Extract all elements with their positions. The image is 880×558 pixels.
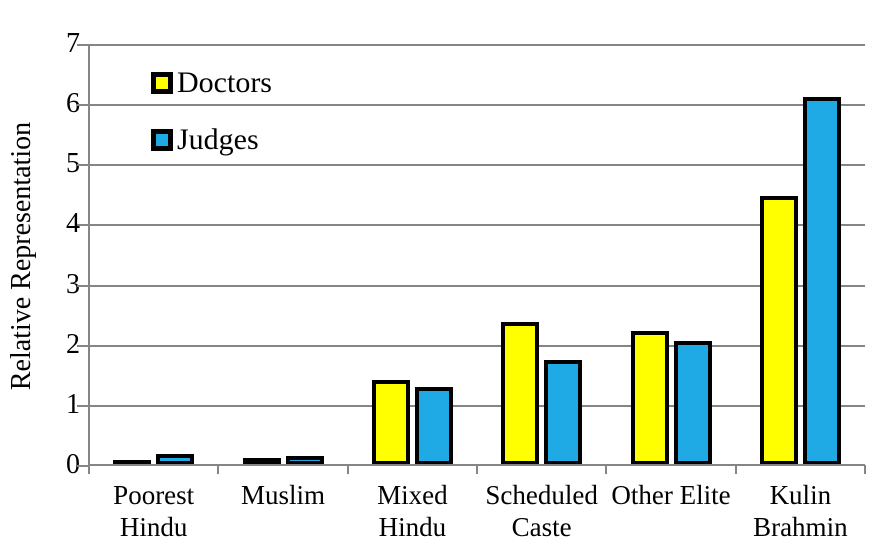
legend-swatch-fill: [156, 77, 168, 89]
y-tick-mark: [77, 465, 88, 467]
y-tick-mark: [77, 284, 88, 287]
bar-fill: [505, 325, 536, 461]
gridline-y7: [89, 44, 865, 46]
bar-fill: [375, 383, 406, 461]
y-tick-mark: [77, 44, 88, 46]
legend-swatch-doctors: [151, 72, 173, 94]
x-tick-mark: [734, 465, 737, 474]
y-tick-label-1: 1: [66, 388, 80, 420]
x-axis-label-kulin-brahmin: Kulin Brahmin: [720, 479, 880, 543]
bar-fill: [548, 363, 579, 461]
bar-fill: [677, 344, 708, 461]
gridline-y6: [89, 104, 865, 107]
legend-item-judges: Judges: [151, 125, 259, 155]
x-axis-label-scheduled-caste: Scheduled Caste: [462, 479, 622, 543]
y-tick-mark: [77, 164, 88, 167]
x-axis-label-line: Hindu: [119, 512, 188, 542]
bar-fill: [806, 100, 837, 461]
bar-fill: [763, 200, 794, 461]
gridline-y1: [89, 404, 865, 407]
y-axis-line: [88, 44, 90, 474]
y-tick-label-4: 4: [66, 208, 80, 240]
bar-judges-kulin-brahmin: [802, 96, 841, 465]
y-tick-mark: [77, 344, 88, 347]
x-axis-label-line: Mixed: [377, 480, 448, 510]
gridline-y3: [89, 284, 865, 287]
legend-swatch-fill: [156, 134, 168, 146]
x-tick-mark: [864, 465, 866, 474]
legend-label: Doctors: [177, 66, 272, 99]
gridline-y2: [89, 344, 865, 347]
bar-doctors-scheduled-caste: [501, 321, 540, 465]
y-tick-label-0: 0: [66, 449, 80, 480]
y-tick-label-7: 7: [66, 28, 80, 59]
y-axis-title: Relative Representation: [6, 121, 37, 391]
x-axis-label-muslim: Muslim: [203, 479, 363, 511]
bar-doctors-kulin-brahmin: [759, 196, 798, 465]
x-tick-mark: [88, 465, 90, 474]
x-axis-label-line: Kulin: [769, 480, 832, 510]
x-axis-label-line: Hindu: [378, 512, 447, 542]
bar-fill: [634, 334, 665, 461]
y-tick-label-3: 3: [66, 268, 80, 300]
legend-swatch-judges: [151, 129, 173, 151]
y-tick-label-6: 6: [66, 88, 80, 120]
x-tick-mark: [605, 465, 608, 474]
x-axis-label-line: Muslim: [240, 480, 326, 510]
gridline-y5: [89, 164, 865, 167]
y-tick-mark: [77, 104, 88, 107]
bar-fill: [289, 459, 320, 461]
bar-judges-scheduled-caste: [544, 359, 583, 465]
bar-doctors-other-elite: [630, 330, 669, 465]
x-axis-labels: Poorest Hindu Muslim Mixed Hindu Scheduled Cas…: [89, 479, 865, 555]
y-tick-mark: [77, 404, 88, 407]
bar-doctors-muslim: [242, 457, 281, 465]
legend-item-doctors: Doctors: [151, 68, 272, 98]
bar-fill: [418, 390, 449, 461]
y-tick-label-2: 2: [66, 328, 80, 360]
bar-judges-other-elite: [673, 340, 712, 465]
x-axis-label-line: Caste: [511, 512, 572, 542]
x-axis-label-mixed-hindu: Mixed Hindu: [332, 479, 492, 543]
x-axis-label-line: Other Elite: [611, 480, 731, 510]
bar-judges-poorest-hindu: [156, 453, 195, 465]
legend-label: Judges: [177, 123, 259, 156]
bar-doctors-poorest-hindu: [113, 460, 152, 465]
bar-judges-mixed-hindu: [414, 386, 453, 465]
x-axis-label-other-elite: Other Elite: [591, 479, 751, 511]
bar-doctors-mixed-hindu: [371, 379, 410, 465]
y-tick-mark: [77, 224, 88, 227]
x-axis-label-line: Poorest: [113, 480, 195, 510]
x-tick-mark: [346, 465, 349, 474]
gridline-y4: [89, 224, 865, 227]
x-axis-label-line: Scheduled: [485, 480, 598, 510]
plot-area: Doctors Judges: [77, 44, 866, 474]
bar-fill: [160, 457, 191, 461]
bar-judges-muslim: [285, 455, 324, 465]
x-tick-mark: [217, 465, 220, 474]
x-axis-label-poorest-hindu: Poorest Hindu: [74, 479, 234, 543]
y-tick-label-5: 5: [66, 148, 80, 180]
x-tick-mark: [476, 465, 478, 474]
x-axis-label-line: Brahmin: [753, 512, 848, 542]
